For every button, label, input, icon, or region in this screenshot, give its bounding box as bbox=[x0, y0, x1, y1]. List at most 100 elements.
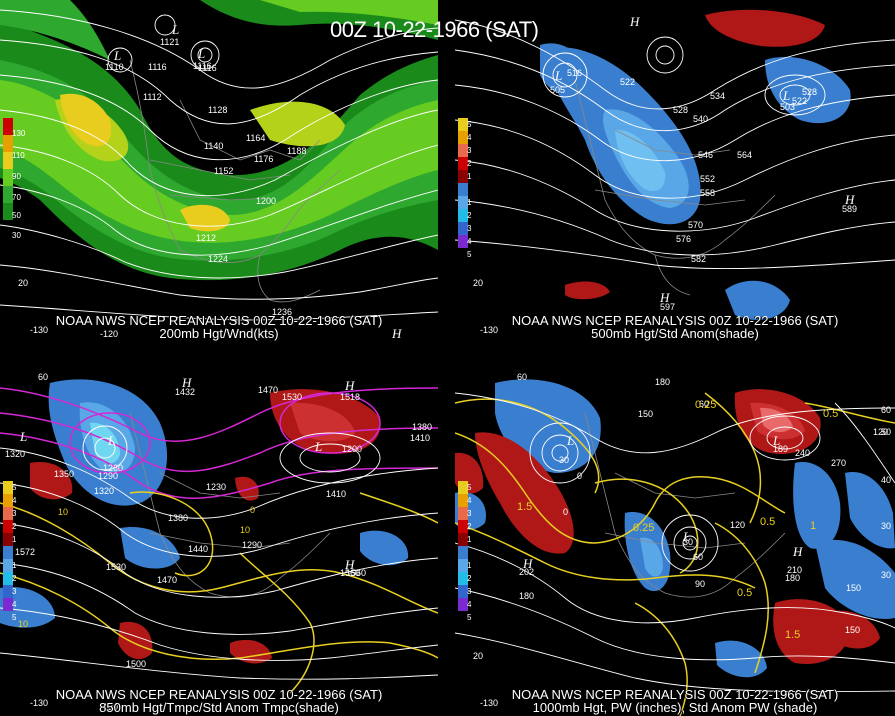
height-contours bbox=[455, 19, 895, 270]
contour-label: 522 bbox=[792, 96, 807, 106]
contour-label: 150 bbox=[845, 625, 860, 635]
center-value: 1572 bbox=[15, 547, 35, 557]
center-marker: H bbox=[792, 544, 803, 559]
center-value: 1116 bbox=[198, 63, 217, 73]
legend-label: 1 bbox=[467, 561, 472, 570]
lon-label: -120 bbox=[100, 329, 118, 339]
contour-label: 1260 bbox=[103, 463, 123, 473]
contour-label: 540 bbox=[693, 114, 708, 124]
contour-label: 534 bbox=[710, 91, 725, 101]
temperature-contours bbox=[0, 387, 438, 499]
pw-label: 0.5 bbox=[823, 408, 838, 420]
coastlines bbox=[129, 59, 341, 303]
lat-label: 40 bbox=[881, 475, 891, 485]
grid-labels: 20 -130 bbox=[473, 278, 498, 335]
contour-label: 1500 bbox=[126, 659, 146, 669]
legend-label: 4 bbox=[467, 600, 472, 609]
contour-label: 1380 bbox=[412, 422, 432, 432]
contour-label: 1188 bbox=[287, 146, 306, 156]
contour-label: 528 bbox=[802, 87, 817, 97]
contour-label: 210 bbox=[787, 565, 802, 575]
contour-label: 1290 bbox=[242, 540, 262, 550]
contour-labels: 1530 1470 1380 1410 1320 1350 1260 1290 … bbox=[5, 385, 432, 669]
legend-label: 2 bbox=[467, 159, 472, 168]
lat-label: 60 bbox=[38, 373, 48, 382]
center-value: 597 bbox=[660, 302, 675, 312]
legend-label: 1 bbox=[467, 172, 472, 181]
legend-1000mb bbox=[458, 481, 468, 611]
contour-label: 1410 bbox=[410, 433, 430, 443]
contour-label: 1440 bbox=[188, 544, 208, 554]
contour-label: 120 bbox=[873, 427, 888, 437]
contour-label: 576 bbox=[676, 234, 691, 244]
lat-label: 60 bbox=[517, 373, 527, 382]
legend-label: 4 bbox=[467, 237, 472, 246]
legend-label: 1 bbox=[467, 198, 472, 207]
grid-labels: 60 -130 -120 bbox=[30, 373, 118, 712]
center-value: 503 bbox=[780, 102, 795, 112]
panel-200mb: 1116 1116 1128 1140 1152 1164 1176 1188 … bbox=[0, 0, 438, 342]
map-1000mb: 180 150 120 60 30 0 0 30 60 90 120 180 1… bbox=[455, 373, 895, 716]
panel-field-caption: 1000mb Hgt, PW (inches), Std Anom PW (sh… bbox=[532, 700, 818, 715]
lat-label: 30 bbox=[881, 570, 891, 580]
center-marker: H bbox=[344, 378, 355, 393]
pressure-centers: L L H H L 202 189 bbox=[519, 433, 803, 577]
legend-label: 2 bbox=[12, 574, 17, 583]
contour-label: 150 bbox=[846, 583, 861, 593]
contour-label: 1236 bbox=[272, 307, 292, 317]
legend-label: 2 bbox=[467, 522, 472, 531]
contour-label: 564 bbox=[737, 150, 752, 160]
legend-label: 3 bbox=[12, 587, 17, 596]
center-marker: L bbox=[554, 68, 562, 83]
center-marker: L bbox=[782, 88, 790, 103]
panel-field-caption: 850mb Hgt/Tmpc/Std Anom Tmpc(shade) bbox=[99, 700, 339, 715]
pw-label: 0.25 bbox=[695, 399, 716, 411]
legend-label: 3 bbox=[12, 509, 17, 518]
temp-label: 10 bbox=[18, 619, 28, 629]
center-value: 1432 bbox=[175, 387, 195, 397]
legend-label: 5 bbox=[12, 483, 17, 492]
contour-label: 1290 bbox=[98, 471, 118, 481]
anomaly-temp-contours bbox=[0, 491, 438, 694]
anomaly-shading bbox=[0, 379, 409, 664]
legend-label: 3 bbox=[467, 587, 472, 596]
grid-labels: 60 60 50 40 30 30 20 -130 bbox=[473, 373, 891, 708]
legend-label: 3 bbox=[467, 146, 472, 155]
lat-label: 20 bbox=[18, 278, 28, 288]
contour-label: 552 bbox=[700, 174, 715, 184]
center-marker: L bbox=[19, 429, 27, 444]
lon-label: -130 bbox=[480, 325, 498, 335]
contour-label: 1410 bbox=[326, 489, 346, 499]
pw-labels: 0.25 0.5 1.5 0.25 0.5 1 0.5 1.5 bbox=[517, 399, 838, 641]
pw-label: 0.25 bbox=[633, 522, 654, 534]
height-contours bbox=[0, 9, 438, 321]
legend-label: 2 bbox=[467, 211, 472, 220]
contour-label: 1116 bbox=[148, 62, 167, 72]
contour-label: 1380 bbox=[168, 513, 188, 523]
temperature-labels: 10 10 0 10 bbox=[18, 505, 255, 629]
contour-label: 120 bbox=[730, 520, 745, 530]
legend-label: 30 bbox=[12, 231, 21, 240]
legend-label: 5 bbox=[467, 483, 472, 492]
legend-label: 5 bbox=[467, 250, 472, 259]
lat-label: 20 bbox=[473, 278, 483, 288]
legend-label: 130 bbox=[12, 129, 26, 138]
center-value: 1560 bbox=[340, 568, 360, 578]
panel-source-caption: NOAA NWS NCEP REANALYSIS 00Z 10-22-1966 … bbox=[511, 687, 839, 702]
contour-label: 1176 bbox=[254, 154, 273, 164]
lat-label: 30 bbox=[881, 521, 891, 531]
map-500mb: 516 522 528 534 540 546 552 558 564 570 … bbox=[455, 9, 895, 335]
anomaly-shading bbox=[540, 9, 851, 320]
legend-850mb bbox=[3, 481, 13, 611]
legend-label: 3 bbox=[467, 224, 472, 233]
lon-label: -130 bbox=[30, 698, 48, 708]
contour-label: 180 bbox=[655, 377, 670, 387]
contour-label: 1530 bbox=[106, 562, 126, 572]
lon-label: -130 bbox=[30, 325, 48, 335]
pressure-centers: L L H H H 505 503 597 589 bbox=[550, 14, 857, 312]
pw-label: 0.5 bbox=[737, 587, 752, 599]
contour-label: 1152 bbox=[214, 166, 233, 176]
contour-label: 1164 bbox=[246, 133, 265, 143]
contour-label: 1128 bbox=[208, 105, 227, 115]
